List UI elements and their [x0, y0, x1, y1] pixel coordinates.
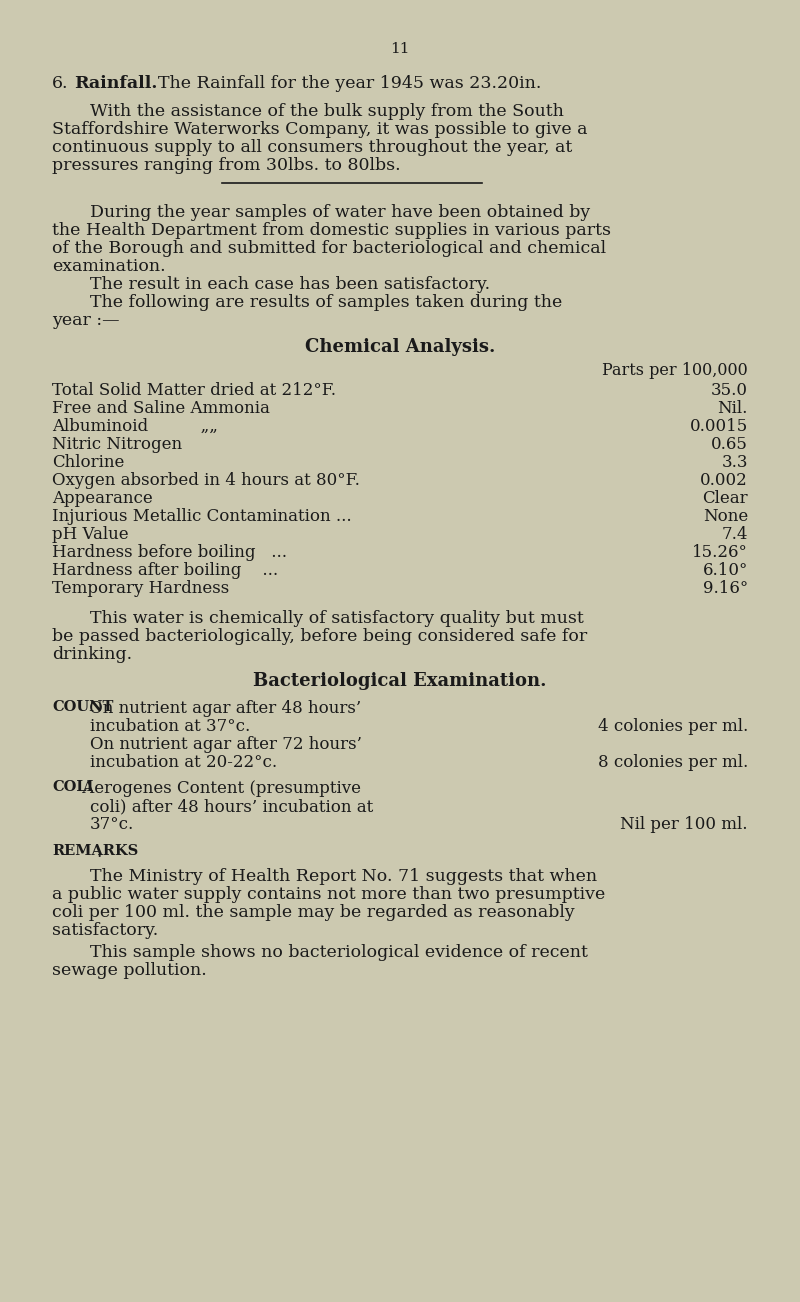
Text: Hardness before boiling   ...: Hardness before boiling ... [52, 544, 287, 561]
Text: 6.10°: 6.10° [702, 562, 748, 579]
Text: COUNT: COUNT [52, 700, 114, 713]
Text: With the assistance of the bulk supply from the South: With the assistance of the bulk supply f… [90, 103, 564, 120]
Text: .: . [96, 844, 102, 861]
Text: Staffordshire Waterworks Company, it was possible to give a: Staffordshire Waterworks Company, it was… [52, 121, 587, 138]
Text: 35.0: 35.0 [711, 381, 748, 398]
Text: Bacteriological Examination.: Bacteriological Examination. [254, 672, 546, 690]
Text: Chemical Analysis.: Chemical Analysis. [305, 339, 495, 355]
Text: pressures ranging from 30lbs. to 80lbs.: pressures ranging from 30lbs. to 80lbs. [52, 158, 401, 174]
Text: incubation at 20-22°c.: incubation at 20-22°c. [90, 754, 277, 771]
Text: Injurious Metallic Contamination ...: Injurious Metallic Contamination ... [52, 508, 352, 525]
Text: coli per 100 ml. the sample may be regarded as reasonably: coli per 100 ml. the sample may be regar… [52, 904, 574, 921]
Text: Nil.: Nil. [718, 400, 748, 417]
Text: REMARKS: REMARKS [52, 844, 138, 858]
Text: incubation at 37°c.: incubation at 37°c. [90, 717, 250, 736]
Text: 11: 11 [390, 42, 410, 56]
Text: 15.26°: 15.26° [692, 544, 748, 561]
Text: During the year samples of water have been obtained by: During the year samples of water have be… [90, 204, 590, 221]
Text: 0.65: 0.65 [711, 436, 748, 453]
Text: 6.: 6. [52, 76, 69, 92]
Text: The Rainfall for the year 1945 was 23.20in.: The Rainfall for the year 1945 was 23.20… [158, 76, 542, 92]
Text: Hardness after boiling    ...: Hardness after boiling ... [52, 562, 278, 579]
Text: be passed bacteriologically, before being considered safe for: be passed bacteriologically, before bein… [52, 628, 587, 644]
Text: 4 colonies per ml.: 4 colonies per ml. [598, 717, 748, 736]
Text: continuous supply to all consumers throughout the year, at: continuous supply to all consumers throu… [52, 139, 572, 156]
Text: a public water supply contains not more than two presumptive: a public water supply contains not more … [52, 885, 606, 904]
Text: Albuminoid          „„: Albuminoid „„ [52, 418, 218, 435]
Text: Aerogenes Content (presumptive: Aerogenes Content (presumptive [78, 780, 362, 797]
Text: 0.002: 0.002 [700, 473, 748, 490]
Text: 37°c.: 37°c. [90, 816, 134, 833]
Text: The Ministry of Health Report No. 71 suggests that when: The Ministry of Health Report No. 71 sug… [90, 868, 597, 885]
Text: COLI: COLI [52, 780, 94, 794]
Text: Temporary Hardness: Temporary Hardness [52, 579, 230, 598]
Text: The result in each case has been satisfactory.: The result in each case has been satisfa… [90, 276, 490, 293]
Text: Nitric Nitrogen: Nitric Nitrogen [52, 436, 182, 453]
Text: examination.: examination. [52, 258, 166, 275]
Text: the Health Department from domestic supplies in various parts: the Health Department from domestic supp… [52, 223, 611, 240]
Text: Free and Saline Ammonia: Free and Saline Ammonia [52, 400, 270, 417]
Text: 7.4: 7.4 [722, 526, 748, 543]
Text: This water is chemically of satisfactory quality but must: This water is chemically of satisfactory… [90, 611, 584, 628]
Text: 3.3: 3.3 [722, 454, 748, 471]
Text: Oxygen absorbed in 4 hours at 80°F.: Oxygen absorbed in 4 hours at 80°F. [52, 473, 360, 490]
Text: Total Solid Matter dried at 212°F.: Total Solid Matter dried at 212°F. [52, 381, 336, 398]
Text: Clear: Clear [702, 490, 748, 506]
Text: 9.16°: 9.16° [702, 579, 748, 598]
Text: Rainfall.: Rainfall. [74, 76, 158, 92]
Text: None: None [702, 508, 748, 525]
Text: On nutrient agar after 72 hours’: On nutrient agar after 72 hours’ [90, 736, 362, 753]
Text: satisfactory.: satisfactory. [52, 922, 158, 939]
Text: Nil per 100 ml.: Nil per 100 ml. [621, 816, 748, 833]
Text: On nutrient agar after 48 hours’: On nutrient agar after 48 hours’ [84, 700, 361, 717]
Text: Parts per 100,000: Parts per 100,000 [602, 362, 748, 379]
Text: This sample shows no bacteriological evidence of recent: This sample shows no bacteriological evi… [90, 944, 588, 961]
Text: Appearance: Appearance [52, 490, 153, 506]
Text: The following are results of samples taken during the: The following are results of samples tak… [90, 294, 562, 311]
Text: 8 colonies per ml.: 8 colonies per ml. [598, 754, 748, 771]
Text: drinking.: drinking. [52, 646, 132, 663]
Text: coli) after 48 hours’ incubation at: coli) after 48 hours’ incubation at [90, 798, 374, 815]
Text: of the Borough and submitted for bacteriological and chemical: of the Borough and submitted for bacteri… [52, 240, 606, 256]
Text: Chlorine: Chlorine [52, 454, 124, 471]
Text: pH Value: pH Value [52, 526, 129, 543]
Text: year :—: year :— [52, 312, 119, 329]
Text: sewage pollution.: sewage pollution. [52, 962, 206, 979]
Text: 0.0015: 0.0015 [690, 418, 748, 435]
